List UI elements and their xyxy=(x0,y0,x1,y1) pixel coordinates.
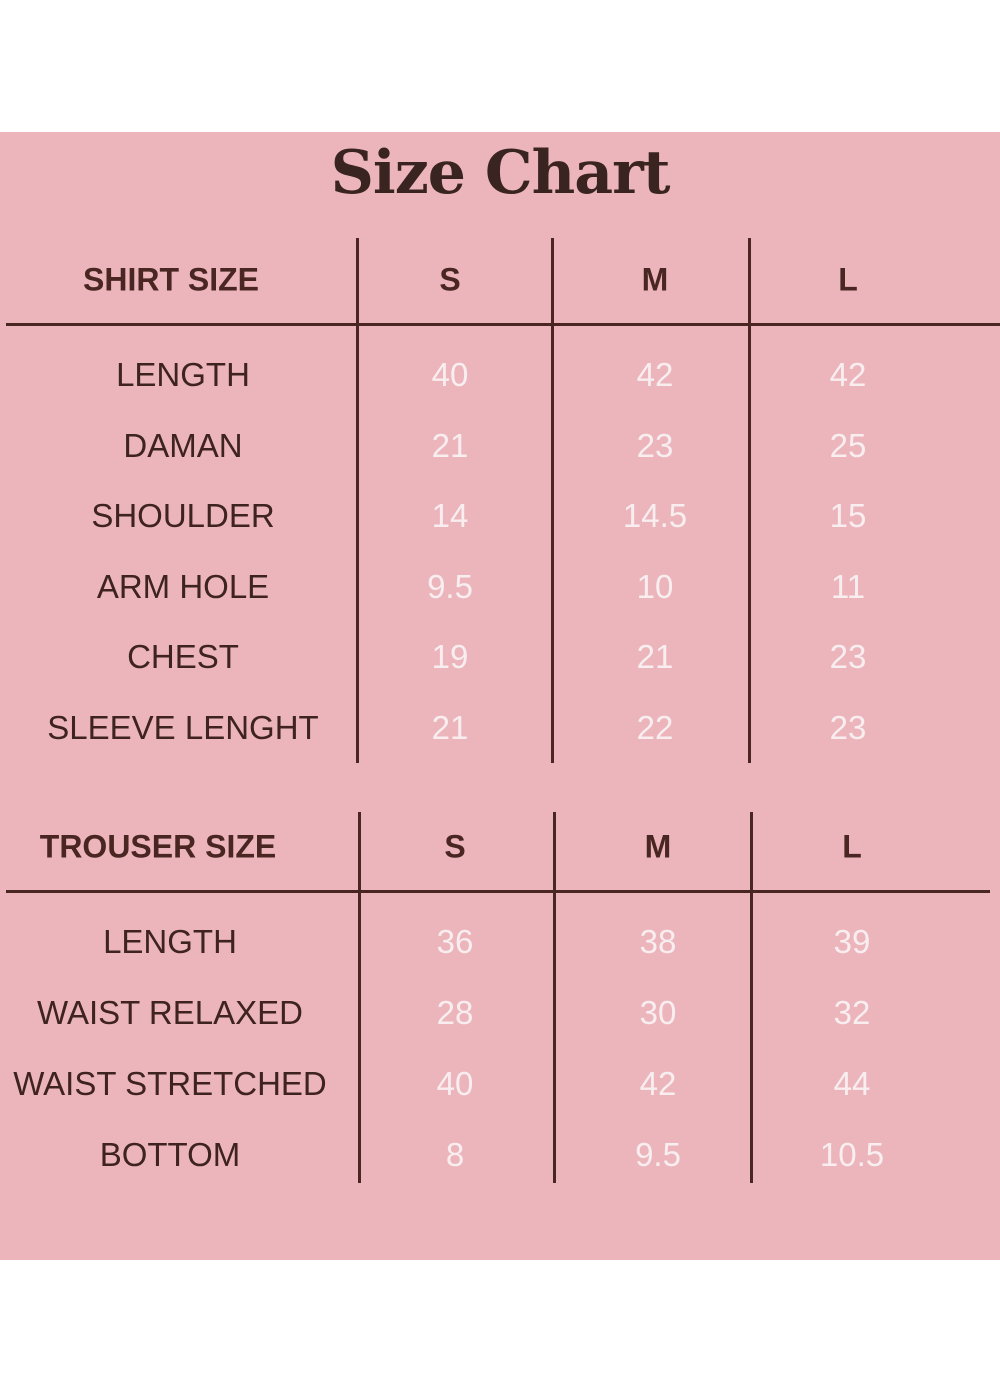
shirt-cell-value: 25 xyxy=(829,426,867,464)
trouser-cell-value: 40 xyxy=(436,1065,474,1102)
shirt-row-label: SLEEVE LENGHT xyxy=(47,708,319,746)
shirt-cell-value: 22 xyxy=(636,708,674,746)
trouser-cell-value: 39 xyxy=(833,923,871,960)
shirt-size-s: S xyxy=(439,261,461,298)
shirt-cell-value: 9.5 xyxy=(427,567,473,605)
trouser-size-l: L xyxy=(842,828,862,865)
shirt-row-label: LENGTH xyxy=(116,356,250,393)
shirt-cell-value: 42 xyxy=(636,356,674,393)
trouser-row-label: WAIST RELAXED xyxy=(37,994,303,1031)
shirt-cell-value: 40 xyxy=(431,356,469,393)
shirt-cell-value: 21 xyxy=(431,708,469,746)
shirt-row-label: ARM HOLE xyxy=(96,567,270,605)
trouser-cell-value: 8 xyxy=(445,1136,465,1173)
trouser-row-label: BOTTOM xyxy=(99,1136,241,1173)
trouser-cell-value: 9.5 xyxy=(635,1136,681,1173)
trouser-cell-value: 38 xyxy=(639,923,677,960)
shirt-cell-value: 23 xyxy=(829,638,867,675)
shirt-column-divider xyxy=(551,238,554,763)
shirt-row-label: SHOULDER xyxy=(91,497,275,534)
shirt-cell-value: 23 xyxy=(829,708,867,746)
shirt-cell-value: 10 xyxy=(636,567,674,605)
shirt-cell-value: 21 xyxy=(636,638,674,675)
trouser-cell-value: 32 xyxy=(833,994,871,1031)
shirt-column-divider xyxy=(356,238,359,763)
shirt-cell-value: 42 xyxy=(829,356,867,393)
trouser-cell-value: 42 xyxy=(639,1065,677,1102)
shirt-cell-value: 14 xyxy=(431,497,469,534)
trouser-column-divider xyxy=(553,812,556,1183)
shirt-cell-value: 11 xyxy=(830,567,866,605)
trouser-cell-value: 10.5 xyxy=(819,1136,885,1173)
trouser-row-label: WAIST STRETCHED xyxy=(13,1065,327,1102)
trouser-column-divider xyxy=(358,812,361,1183)
trouser-size-m: M xyxy=(644,828,672,865)
trouser-cell-value: 44 xyxy=(833,1065,871,1102)
size-chart-panel xyxy=(0,132,1000,1260)
trouser-column-divider xyxy=(750,812,753,1183)
shirt-row-label: DAMAN xyxy=(123,426,243,464)
trouser-header-divider xyxy=(6,890,990,893)
shirt-column-divider xyxy=(748,238,751,763)
shirt-table-header: SHIRT SIZE xyxy=(82,261,260,298)
trouser-row-label: LENGTH xyxy=(103,923,237,960)
shirt-size-l: L xyxy=(838,261,858,298)
shirt-row-label: CHEST xyxy=(127,638,239,675)
page-title: Size Chart xyxy=(330,138,671,208)
shirt-size-m: M xyxy=(641,261,669,298)
shirt-header-divider xyxy=(6,323,1000,326)
trouser-cell-value: 28 xyxy=(436,994,474,1031)
trouser-cell-value: 30 xyxy=(639,994,677,1031)
trouser-table-header: TROUSER SIZE xyxy=(39,828,277,865)
shirt-cell-value: 19 xyxy=(431,638,469,675)
trouser-cell-value: 36 xyxy=(436,923,474,960)
trouser-size-s: S xyxy=(444,828,466,865)
shirt-cell-value: 14.5 xyxy=(622,497,688,534)
shirt-cell-value: 23 xyxy=(636,426,674,464)
shirt-cell-value: 15 xyxy=(829,497,867,534)
shirt-cell-value: 21 xyxy=(431,426,469,464)
